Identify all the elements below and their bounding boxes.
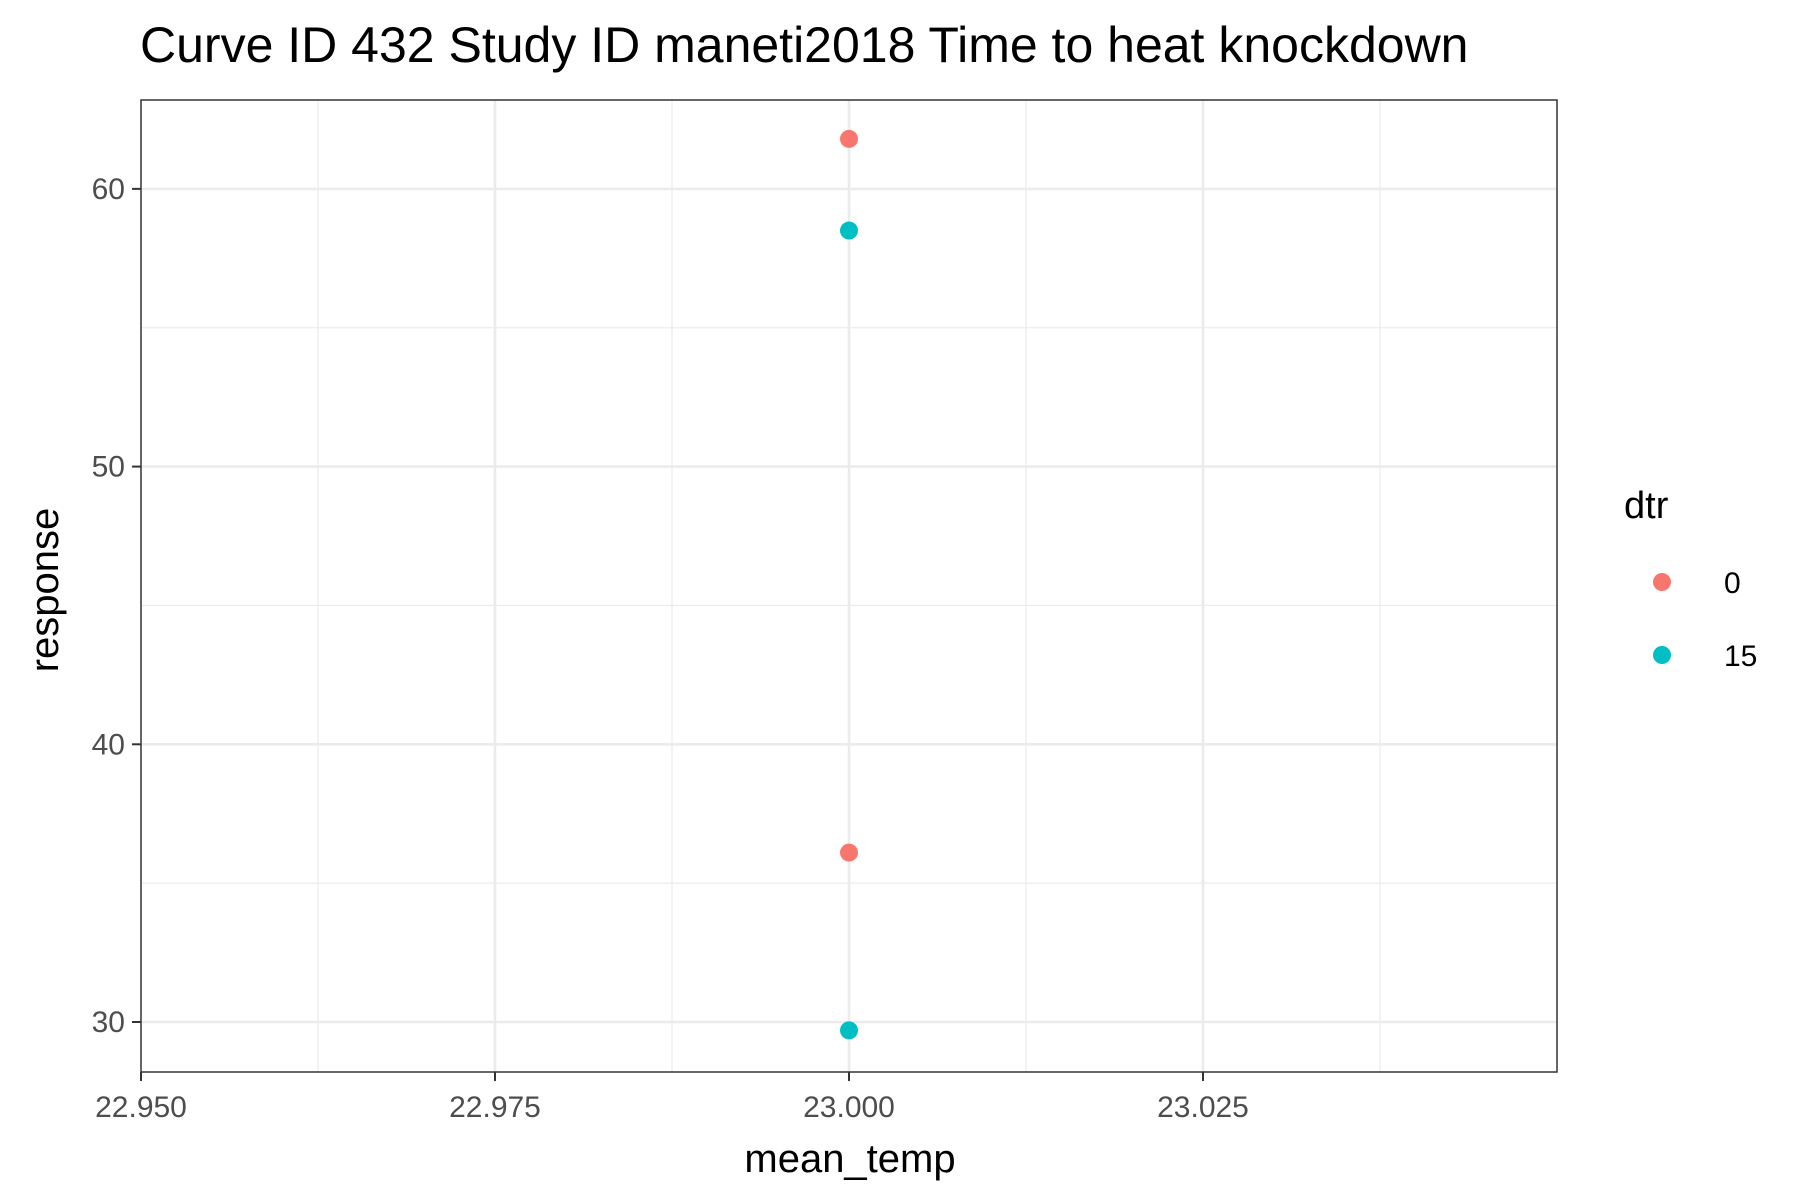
data-point	[840, 843, 858, 862]
chart-title: Curve ID 432 Study ID maneti2018 Time to…	[140, 17, 1469, 73]
x-tick-label: 22.950	[95, 1091, 187, 1124]
grid	[141, 100, 1557, 1072]
data-point	[840, 221, 858, 240]
x-tick-label: 22.975	[449, 1091, 541, 1124]
data-points	[840, 129, 858, 1040]
legend-key	[1653, 646, 1671, 664]
data-point	[840, 1021, 858, 1040]
axis-ticks: 22.950 22.975 23.000 23.025 30 40 50 60	[92, 173, 1249, 1124]
x-tick-label: 23.025	[1157, 1091, 1249, 1124]
legend-label: 15	[1724, 640, 1757, 673]
legend: 0 15	[1653, 567, 1757, 673]
legend-title: dtr	[1624, 485, 1669, 527]
legend-label: 0	[1724, 567, 1741, 600]
y-axis-title: response	[23, 508, 67, 673]
legend-key	[1653, 573, 1671, 591]
y-tick-label: 30	[92, 1006, 125, 1039]
data-point	[840, 129, 858, 148]
x-axis-title: mean_temp	[744, 1137, 955, 1181]
x-tick-label: 23.000	[803, 1091, 895, 1124]
y-tick-label: 40	[92, 728, 125, 761]
y-tick-label: 60	[92, 173, 125, 206]
y-tick-label: 50	[92, 451, 125, 484]
